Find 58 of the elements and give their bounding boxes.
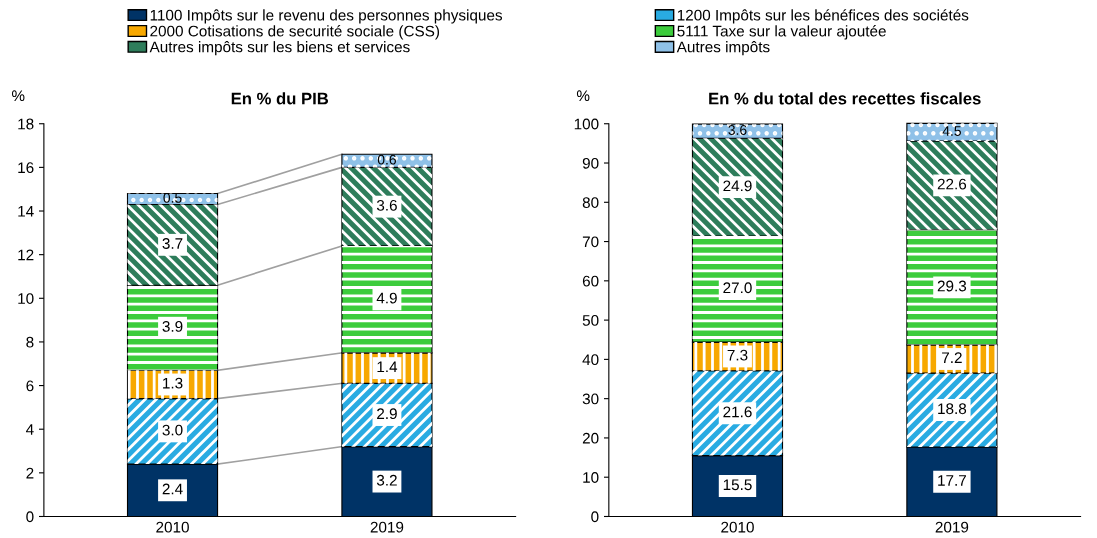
data-label: 0.6 xyxy=(377,154,396,165)
y-tick-label: 90 xyxy=(582,157,599,169)
data-label: 7.3 xyxy=(727,349,748,361)
y-tick-label: 0 xyxy=(26,511,34,523)
data-label: 3.6 xyxy=(728,125,747,135)
data-label: 24.9 xyxy=(723,180,752,192)
legend-label: 2000 Cotisations de securité sociale (CSS) xyxy=(150,25,440,40)
data-label: 15.5 xyxy=(723,479,752,491)
y-tick-label: 100 xyxy=(574,118,599,130)
x-tick-label: 2010 xyxy=(721,521,754,533)
data-label: 7.2 xyxy=(942,352,962,363)
data-label: 1.3 xyxy=(163,377,183,389)
data-label: 1.4 xyxy=(377,361,398,373)
y-tick-label: 12 xyxy=(18,249,34,261)
y-tick-label: 10 xyxy=(18,293,34,304)
y-tick-label: 4 xyxy=(26,424,34,435)
legend-label: 1200 Impôts sur les bénéfices des sociétés xyxy=(677,9,969,24)
data-label: 18.8 xyxy=(938,403,967,415)
y-tick-label: 50 xyxy=(582,314,599,326)
data-label: 3.2 xyxy=(376,474,397,486)
x-tick-label: 2019 xyxy=(370,521,404,533)
chart-title: En % du PIB xyxy=(231,92,329,105)
y-axis-title: % xyxy=(11,90,25,102)
data-label: 2.9 xyxy=(377,408,397,420)
y-tick-label: 80 xyxy=(582,197,599,208)
y-tick-label: 8 xyxy=(26,336,34,348)
y-tick-label: 2 xyxy=(26,467,34,479)
legend-label: 5111 Taxe sur la valeur ajoutée xyxy=(677,25,886,40)
data-label: 21.6 xyxy=(723,406,752,418)
y-tick-label: 10 xyxy=(583,472,599,483)
data-label: 29.3 xyxy=(937,280,967,292)
data-label: 22.6 xyxy=(937,178,967,190)
y-tick-label: 40 xyxy=(582,354,599,366)
x-tick-label: 2019 xyxy=(935,521,969,533)
data-label: 17.7 xyxy=(938,475,966,486)
y-tick-label: 60 xyxy=(582,275,599,287)
y-tick-label: 18 xyxy=(18,118,34,130)
y-tick-label: 0 xyxy=(591,511,599,523)
y-axis-title: % xyxy=(576,90,590,102)
y-tick-label: 20 xyxy=(582,432,599,444)
y-tick-label: 70 xyxy=(582,236,599,248)
data-label: 3.9 xyxy=(162,321,183,332)
data-label: 4.5 xyxy=(942,126,961,136)
legend-label: Autres impôts xyxy=(676,41,770,56)
data-label: 2.4 xyxy=(162,483,183,495)
data-label: 3.6 xyxy=(376,199,397,211)
data-label: 4.9 xyxy=(376,292,397,304)
data-label: 27.0 xyxy=(723,282,752,294)
data-label: 3.0 xyxy=(162,424,183,436)
legend-label: 1100 Impôts sur le revenu des personnes physiques xyxy=(150,9,503,24)
y-tick-label: 16 xyxy=(18,162,34,174)
y-tick-label: 14 xyxy=(18,206,34,217)
legend-label: Autres impôts sur les biens et services xyxy=(149,41,410,56)
y-tick-label: 30 xyxy=(582,393,599,405)
y-tick-label: 6 xyxy=(26,380,34,392)
data-label: 3.7 xyxy=(162,238,183,249)
chart-title: En % du total des recettes fiscales xyxy=(709,92,981,105)
x-tick-label: 2010 xyxy=(156,521,189,533)
